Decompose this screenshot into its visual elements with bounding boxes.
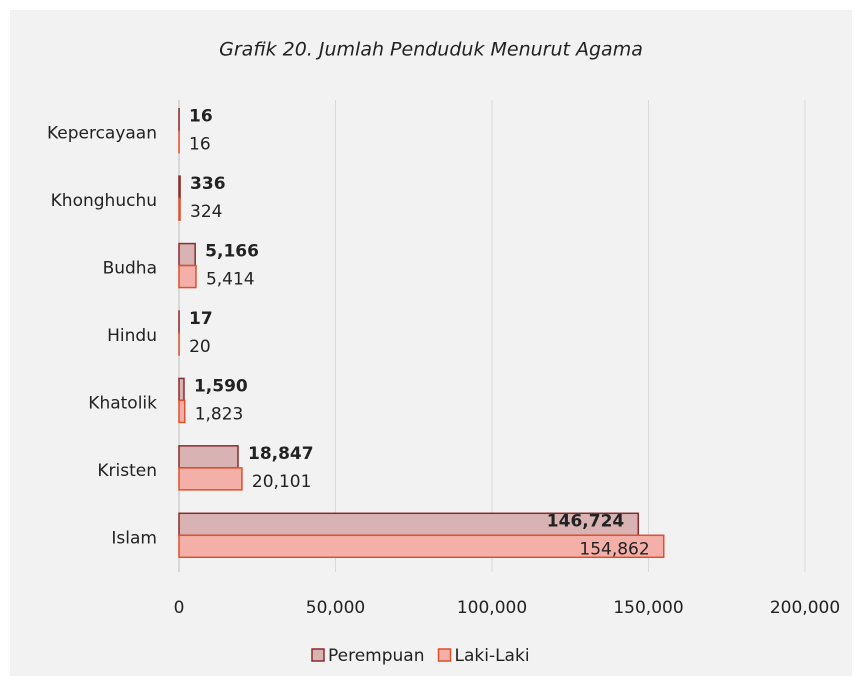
bar (178, 467, 243, 491)
legend-label: Perempuan (328, 646, 425, 666)
data-label: 154,862 (579, 539, 649, 559)
y-tick-label: Budha (103, 259, 157, 279)
legend-swatch (437, 648, 452, 662)
bar (178, 242, 196, 267)
bar (178, 399, 186, 424)
bar (178, 534, 665, 559)
y-tick-label: Kepercayaan (47, 124, 157, 144)
x-tick-label: 100,000 (457, 598, 527, 618)
y-tick-label: Kristen (97, 461, 157, 481)
bar (178, 197, 181, 221)
y-tick-label: Islam (111, 528, 157, 548)
bar (178, 377, 185, 402)
data-label: 16 (189, 107, 213, 127)
x-tick-label: 150,000 (613, 598, 683, 618)
legend-label: Laki-Laki (455, 646, 530, 666)
chart-title: Grafik 20. Jumlah Penduduk Menurut Agama (219, 39, 643, 61)
data-label: 17 (189, 309, 213, 329)
y-tick-label: Khatolik (88, 393, 157, 413)
data-label: 20 (189, 337, 211, 357)
y-tick-label: Hindu (107, 326, 157, 346)
x-tick-label: 0 (174, 598, 185, 618)
bar (178, 175, 181, 199)
data-label: 5,166 (205, 242, 259, 262)
data-label: 1,823 (195, 404, 244, 424)
chart-background (10, 10, 852, 676)
data-label: 324 (190, 202, 222, 222)
x-tick-label: 50,000 (306, 598, 365, 618)
data-label: 5,414 (206, 270, 255, 290)
data-label: 18,847 (248, 444, 314, 464)
bar (178, 445, 239, 469)
y-tick-label: Khonghuchu (51, 191, 157, 211)
data-label: 1,590 (194, 376, 248, 396)
legend-swatch (311, 648, 325, 662)
data-label: 20,101 (252, 472, 311, 492)
data-label: 16 (189, 135, 211, 155)
bar (178, 264, 197, 289)
data-label: 146,724 (547, 511, 625, 531)
x-tick-label: 200,000 (770, 598, 840, 618)
data-label: 336 (190, 174, 226, 194)
